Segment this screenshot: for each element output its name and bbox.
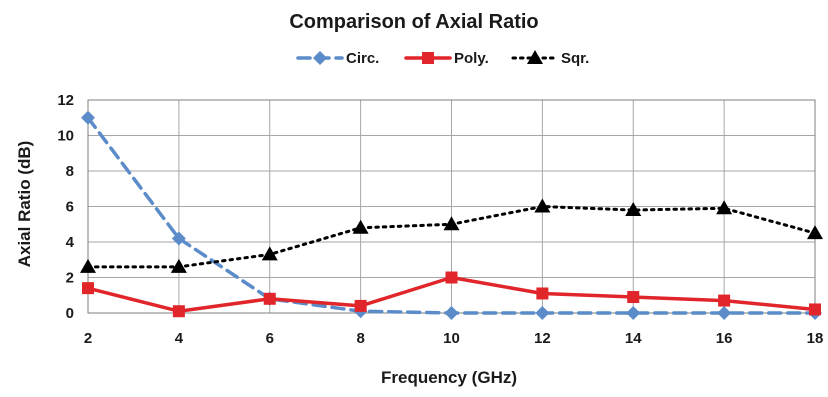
- data-point-poly: [718, 294, 731, 307]
- x-tick-label: 6: [266, 330, 274, 347]
- data-point-circ: [626, 306, 641, 320]
- data-point-poly: [445, 271, 458, 284]
- legend-label-sqr: Sqr.: [561, 50, 589, 67]
- y-axis-label: Axial Ratio (dB): [15, 141, 34, 268]
- data-point-sqr: [170, 258, 187, 273]
- legend-label-circ: Circ.: [346, 50, 379, 67]
- y-tick-label: 0: [66, 305, 74, 322]
- y-tick-label: 10: [57, 128, 74, 145]
- y-tick-label: 4: [66, 234, 75, 251]
- data-point-circ: [81, 110, 95, 125]
- data-point-circ: [717, 306, 732, 320]
- data-point-sqr: [443, 216, 460, 231]
- y-tick-label: 8: [66, 163, 74, 180]
- legend: Circ. Poly. Sqr.: [296, 50, 589, 67]
- data-point-sqr: [80, 258, 96, 273]
- data-point-poly: [263, 292, 276, 305]
- data-point-poly: [809, 303, 821, 316]
- y-tick-label: 6: [66, 199, 74, 216]
- data-point-sqr: [625, 202, 642, 217]
- data-point-sqr: [534, 198, 551, 213]
- y-tick-label: 12: [57, 92, 74, 109]
- x-tick-label: 4: [175, 330, 184, 347]
- chart-title: Comparison of Axial Ratio: [289, 11, 538, 33]
- data-point-poly: [354, 299, 367, 312]
- legend-marker-sqr: [527, 50, 543, 64]
- legend-label-poly: Poly.: [454, 50, 489, 67]
- legend-marker-poly: [422, 52, 434, 64]
- data-point-sqr: [352, 219, 369, 234]
- x-tick-label: 18: [807, 330, 824, 347]
- data-point-poly: [536, 287, 549, 300]
- x-tick-label: 12: [534, 330, 551, 347]
- data-point-poly: [82, 282, 94, 295]
- x-tick-label: 14: [625, 330, 642, 347]
- data-point-circ: [171, 231, 186, 246]
- data-point-poly: [172, 305, 185, 318]
- legend-marker-circ: [313, 51, 327, 65]
- x-tick-label: 8: [356, 330, 364, 347]
- data-point-circ: [444, 306, 459, 320]
- data-point-sqr: [716, 200, 733, 215]
- y-tick-label: 2: [66, 270, 74, 287]
- data-point-poly: [627, 291, 640, 304]
- series-group: [80, 110, 823, 320]
- x-tick-label: 16: [716, 330, 733, 347]
- x-tick-label: 10: [443, 330, 460, 347]
- x-tick-label: 2: [84, 330, 92, 347]
- data-point-circ: [535, 306, 550, 320]
- data-point-sqr: [261, 246, 278, 261]
- x-axis-label: Frequency (GHz): [381, 368, 517, 387]
- data-point-sqr: [807, 225, 823, 240]
